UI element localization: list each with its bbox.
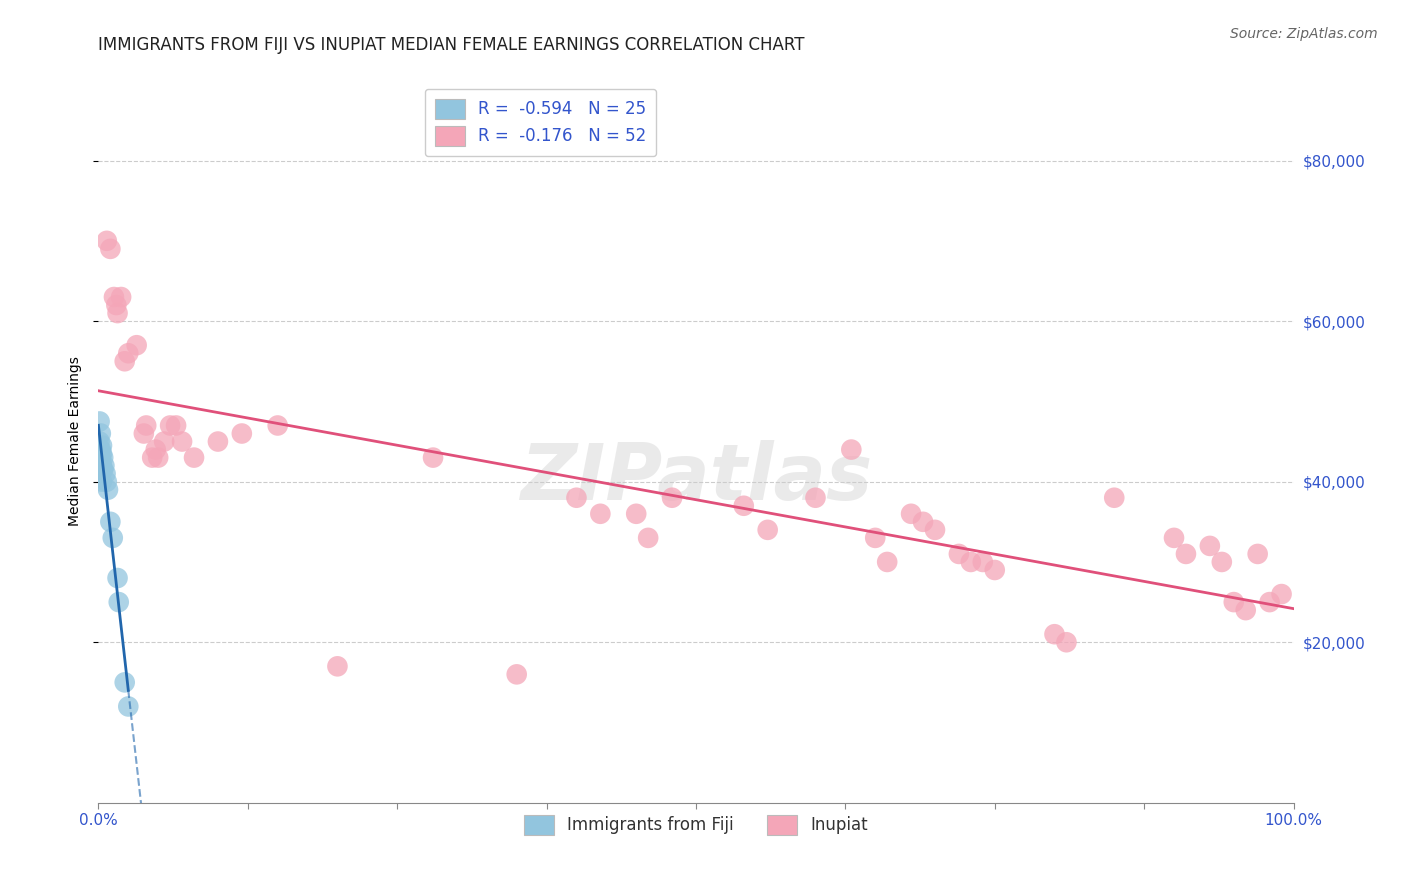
Point [804,491,827,505]
Point [207,434,229,449]
Point [91,446,114,460]
Point [1175,547,1198,561]
Point [107,595,129,609]
Point [94,467,117,481]
Point [145,442,167,457]
Point [165,418,187,433]
Point [153,434,176,449]
Point [114,675,136,690]
Point [103,290,125,304]
Point [91,462,114,476]
Point [91,438,114,452]
Point [89,434,111,449]
Point [972,555,994,569]
Point [1104,491,1126,505]
Point [90,442,112,457]
Point [1163,531,1185,545]
Point [89,450,111,465]
Point [1234,603,1257,617]
Point [924,523,946,537]
Point [900,507,922,521]
Text: IMMIGRANTS FROM FIJI VS INUPIAT MEDIAN FEMALE EARNINGS CORRELATION CHART: IMMIGRANTS FROM FIJI VS INUPIAT MEDIAN F… [98,36,804,54]
Point [948,547,970,561]
Point [159,418,181,433]
Y-axis label: Median Female Earnings: Median Female Earnings [67,357,82,526]
Point [183,450,205,465]
Point [565,491,588,505]
Point [107,306,129,320]
Point [911,515,934,529]
Point [114,354,136,368]
Point [110,290,132,304]
Point [637,531,659,545]
Point [98,515,122,529]
Text: ZIPatlas: ZIPatlas [520,440,872,516]
Point [90,450,112,465]
Point [1223,595,1246,609]
Point [89,442,111,457]
Point [960,555,983,569]
Point [876,555,898,569]
Point [1258,595,1281,609]
Point [1211,555,1233,569]
Point [89,414,111,428]
Point [267,418,290,433]
Point [506,667,529,681]
Point [326,659,349,673]
Point [96,234,118,248]
Point [101,531,124,545]
Point [1043,627,1066,641]
Point [841,442,863,457]
Point [97,483,120,497]
Point [1271,587,1294,601]
Point [93,458,115,473]
Point [98,242,122,256]
Point [1247,547,1270,561]
Point [231,426,253,441]
Point [90,458,112,473]
Point [141,450,163,465]
Point [125,338,148,352]
Point [135,418,157,433]
Point [96,475,118,489]
Point [117,699,139,714]
Point [91,450,114,465]
Point [422,450,444,465]
Point [90,426,112,441]
Point [589,507,612,521]
Legend: Immigrants from Fiji, Inupiat: Immigrants from Fiji, Inupiat [513,805,879,845]
Point [733,499,755,513]
Point [91,475,114,489]
Point [117,346,139,360]
Point [756,523,779,537]
Point [865,531,887,545]
Point [984,563,1007,577]
Point [105,298,128,312]
Point [1056,635,1078,649]
Point [626,507,648,521]
Text: Source: ZipAtlas.com: Source: ZipAtlas.com [1230,27,1378,41]
Point [148,450,170,465]
Point [107,571,129,585]
Point [1199,539,1222,553]
Point [172,434,194,449]
Point [91,458,114,473]
Point [90,454,112,468]
Point [132,426,155,441]
Point [661,491,683,505]
